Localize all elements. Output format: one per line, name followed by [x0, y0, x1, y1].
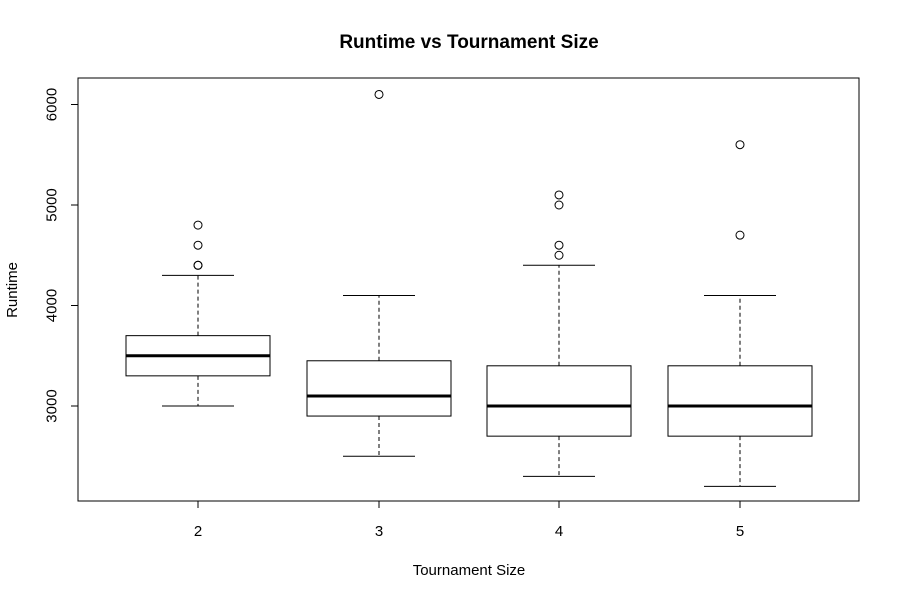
outlier-point — [735, 230, 745, 240]
iqr-box — [306, 360, 452, 417]
outlier-point — [554, 200, 564, 210]
x-tick-label: 5 — [736, 523, 744, 540]
x-tick-label: 2 — [194, 523, 202, 540]
outlier-point — [554, 250, 564, 260]
outlier-point — [554, 190, 564, 200]
y-tick-label: 6000 — [43, 88, 60, 121]
y-tick-label: 3000 — [43, 389, 60, 422]
plot-layer: 3000 4000 5000 6000 2 3 4 5 — [43, 88, 813, 540]
outlier-point — [735, 140, 745, 150]
y-tick-label: 4000 — [43, 289, 60, 322]
x-axis-label: Tournament Size — [413, 562, 526, 579]
outlier-point — [193, 240, 203, 250]
x-tick-label: 4 — [555, 523, 563, 540]
outlier-point — [193, 220, 203, 230]
iqr-box — [667, 365, 813, 437]
chart-title: Runtime vs Tournament Size — [339, 32, 598, 53]
x-tick-label: 3 — [375, 523, 383, 540]
y-axis-label: Runtime — [4, 262, 21, 318]
outlier-point — [374, 89, 384, 99]
y-tick-label: 5000 — [43, 188, 60, 221]
outlier-point — [554, 240, 564, 250]
iqr-box — [486, 365, 632, 437]
outlier-point — [193, 260, 203, 270]
